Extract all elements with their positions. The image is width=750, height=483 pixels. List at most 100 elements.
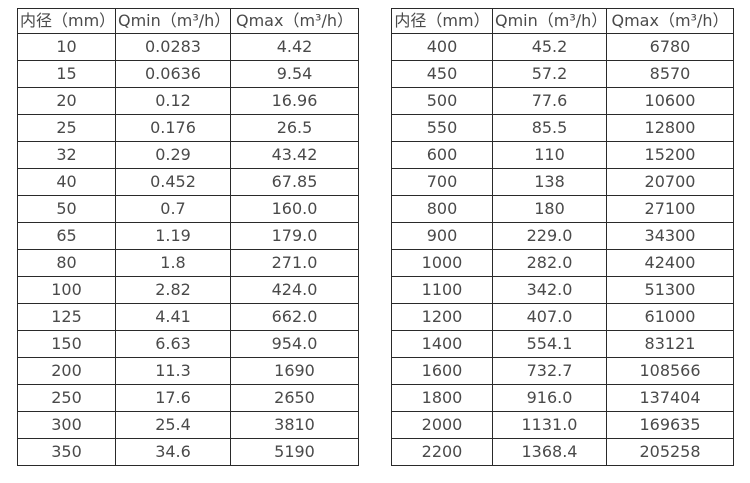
table-cell: 550 (391, 114, 493, 142)
table-row: 500 77.6 10600 (391, 87, 734, 115)
table-row: 50 0.7 160.0 (17, 195, 359, 223)
table-cell: 0.12 (115, 87, 231, 115)
table-row: 125 4.41 662.0 (17, 303, 359, 331)
table-cell: 916.0 (492, 384, 607, 412)
table-row: 700 138 20700 (391, 168, 734, 196)
table-row: 40 0.452 67.85 (17, 168, 359, 196)
table-cell: 0.29 (115, 141, 231, 169)
table-cell: 4.41 (115, 303, 231, 331)
table-cell: 900 (391, 222, 493, 250)
table-row: 2000 1131.0 169635 (391, 411, 734, 439)
table-row: 1000 282.0 42400 (391, 249, 734, 277)
table-cell: 51300 (606, 276, 734, 304)
table-cell: 1131.0 (492, 411, 607, 439)
table-cell: 1200 (391, 303, 493, 331)
table-row: 350 34.6 5190 (17, 438, 359, 466)
table-cell: 77.6 (492, 87, 607, 115)
table-row: 2200 1368.4 205258 (391, 438, 734, 466)
table-cell: 450 (391, 60, 493, 88)
table-cell: 12800 (606, 114, 734, 142)
flow-table-large-diameters: 内径（mm） Qmin（m³/h） Qmax（m³/h） 400 45.2 6780… (391, 8, 734, 466)
table-cell: 20700 (606, 168, 734, 196)
table-cell: 6.63 (115, 330, 231, 358)
table-cell: 25.4 (115, 411, 231, 439)
table-cell: 6780 (606, 33, 734, 61)
table-cell: 11.3 (115, 357, 231, 385)
table-row: 550 85.5 12800 (391, 114, 734, 142)
table-cell: 45.2 (492, 33, 607, 61)
table-row: 1100 342.0 51300 (391, 276, 734, 304)
table-cell: 180 (492, 195, 607, 223)
table-cell: 137404 (606, 384, 734, 412)
table-row: 25 0.176 26.5 (17, 114, 359, 142)
table-cell: 83121 (606, 330, 734, 358)
column-header-diameter: 内径（mm） (17, 8, 116, 34)
table-cell: 407.0 (492, 303, 607, 331)
table-cell: 2.82 (115, 276, 231, 304)
table-cell: 65 (17, 222, 116, 250)
table-row: 300 25.4 3810 (17, 411, 359, 439)
table-cell: 85.5 (492, 114, 607, 142)
table-row: 450 57.2 8570 (391, 60, 734, 88)
table-cell: 1400 (391, 330, 493, 358)
table-cell: 1000 (391, 249, 493, 277)
table-cell: 42400 (606, 249, 734, 277)
table-cell: 10600 (606, 87, 734, 115)
column-header-qmax: Qmax（m³/h） (230, 8, 359, 34)
table-cell: 50 (17, 195, 116, 223)
table-cell: 0.0283 (115, 33, 231, 61)
table-cell: 342.0 (492, 276, 607, 304)
table-cell: 5190 (230, 438, 359, 466)
table-cell: 138 (492, 168, 607, 196)
table-cell: 8570 (606, 60, 734, 88)
table-cell: 26.5 (230, 114, 359, 142)
table-row: 400 45.2 6780 (391, 33, 734, 61)
table-row: 200 11.3 1690 (17, 357, 359, 385)
table-cell: 554.1 (492, 330, 607, 358)
table-cell: 16.96 (230, 87, 359, 115)
table-cell: 80 (17, 249, 116, 277)
table-cell: 108566 (606, 357, 734, 385)
flow-table-small-diameters: 内径（mm） Qmin（m³/h） Qmax（m³/h） 10 0.0283 4.4… (17, 8, 359, 466)
table-row: 900 229.0 34300 (391, 222, 734, 250)
table-cell: 205258 (606, 438, 734, 466)
table-cell: 2650 (230, 384, 359, 412)
table-cell: 2000 (391, 411, 493, 439)
table-cell: 10 (17, 33, 116, 61)
table-cell: 61000 (606, 303, 734, 331)
table-cell: 424.0 (230, 276, 359, 304)
column-header-diameter: 内径（mm） (391, 8, 493, 34)
table-cell: 9.54 (230, 60, 359, 88)
table-cell: 17.6 (115, 384, 231, 412)
table-cell: 0.452 (115, 168, 231, 196)
table-cell: 2200 (391, 438, 493, 466)
table-row: 600 110 15200 (391, 141, 734, 169)
table-row: 20 0.12 16.96 (17, 87, 359, 115)
table-cell: 125 (17, 303, 116, 331)
table-cell: 25 (17, 114, 116, 142)
column-header-qmin: Qmin（m³/h） (492, 8, 607, 34)
column-header-qmax: Qmax（m³/h） (606, 8, 734, 34)
table-cell: 27100 (606, 195, 734, 223)
table-cell: 250 (17, 384, 116, 412)
table-cell: 100 (17, 276, 116, 304)
table-cell: 67.85 (230, 168, 359, 196)
table-cell: 1100 (391, 276, 493, 304)
table-cell: 20 (17, 87, 116, 115)
table-header-row: 内径（mm） Qmin（m³/h） Qmax（m³/h） (391, 8, 734, 34)
column-header-qmin: Qmin（m³/h） (115, 8, 231, 34)
table-row: 10 0.0283 4.42 (17, 33, 359, 61)
table-cell: 800 (391, 195, 493, 223)
table-cell: 160.0 (230, 195, 359, 223)
table-cell: 0.176 (115, 114, 231, 142)
table-cell: 40 (17, 168, 116, 196)
table-cell: 32 (17, 141, 116, 169)
table-row: 32 0.29 43.42 (17, 141, 359, 169)
table-cell: 229.0 (492, 222, 607, 250)
table-cell: 150 (17, 330, 116, 358)
table-header-row: 内径（mm） Qmin（m³/h） Qmax（m³/h） (17, 8, 359, 34)
table-cell: 954.0 (230, 330, 359, 358)
table-row: 100 2.82 424.0 (17, 276, 359, 304)
table-cell: 1690 (230, 357, 359, 385)
table-cell: 200 (17, 357, 116, 385)
